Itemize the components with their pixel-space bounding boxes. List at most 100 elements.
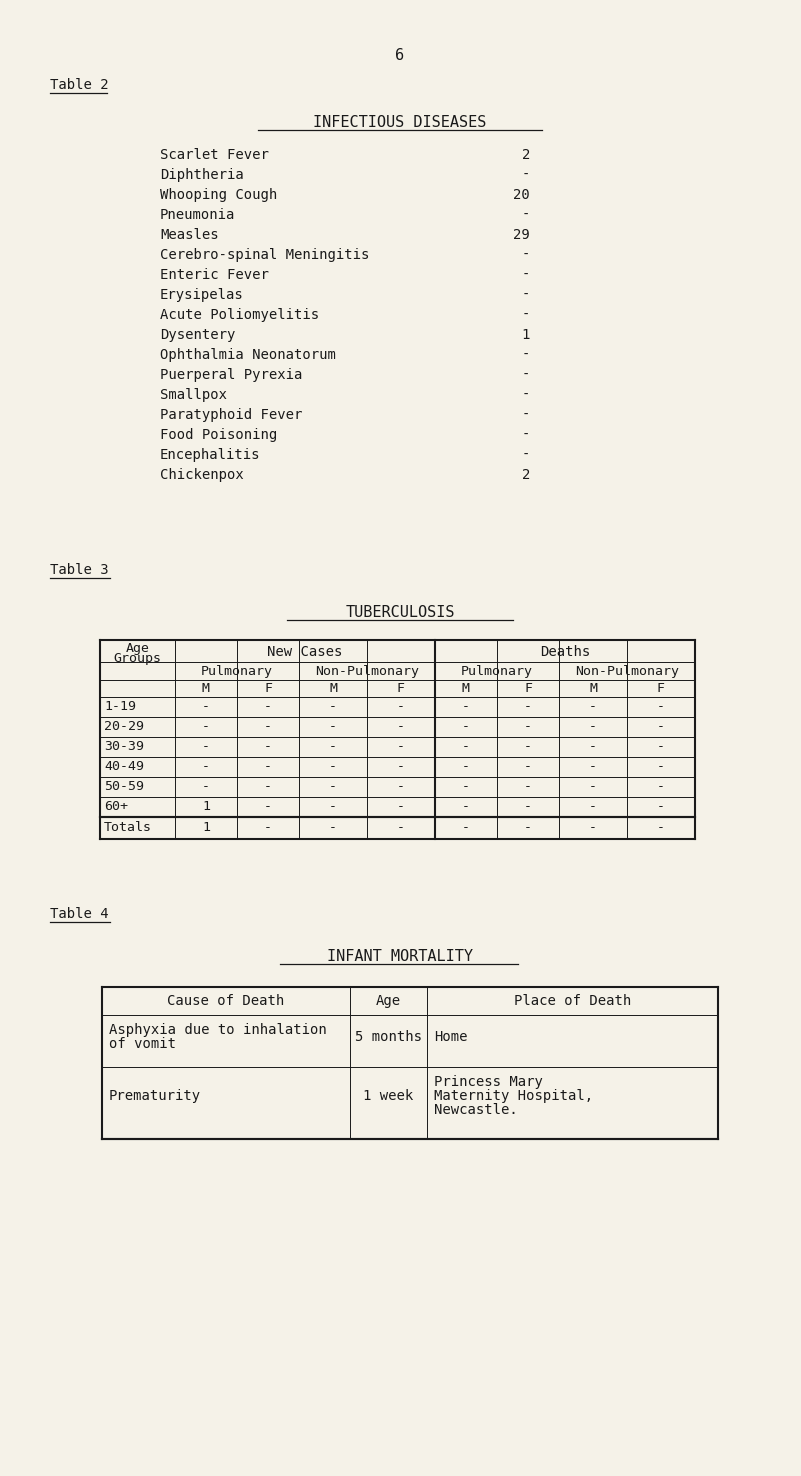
Text: -: - <box>329 739 337 753</box>
Text: -: - <box>657 821 665 834</box>
Text: -: - <box>329 821 337 834</box>
Text: -: - <box>657 739 665 753</box>
Text: M: M <box>462 682 470 695</box>
Text: Home: Home <box>434 1030 468 1044</box>
Text: 1-19: 1-19 <box>104 700 136 713</box>
Text: -: - <box>657 779 665 793</box>
Text: Cause of Death: Cause of Death <box>167 993 284 1008</box>
Text: Pneumonia: Pneumonia <box>160 208 235 221</box>
Text: -: - <box>462 720 470 734</box>
Text: 1: 1 <box>202 800 210 813</box>
Text: Erysipelas: Erysipelas <box>160 288 244 303</box>
Text: Acute Poliomyelitis: Acute Poliomyelitis <box>160 308 319 322</box>
Text: -: - <box>397 800 405 813</box>
Text: -: - <box>329 700 337 713</box>
Text: 1: 1 <box>202 821 210 834</box>
Text: 20: 20 <box>513 187 530 202</box>
Text: M: M <box>589 682 597 695</box>
Text: -: - <box>589 739 597 753</box>
Text: -: - <box>202 760 210 773</box>
Text: Age: Age <box>126 642 150 655</box>
Text: Age: Age <box>376 993 401 1008</box>
Text: Prematurity: Prematurity <box>109 1089 201 1103</box>
Text: Pulmonary: Pulmonary <box>461 666 533 677</box>
Text: -: - <box>521 428 530 441</box>
Text: Table 4: Table 4 <box>50 906 109 921</box>
Text: -: - <box>524 700 532 713</box>
Text: -: - <box>589 700 597 713</box>
Text: Enteric Fever: Enteric Fever <box>160 269 269 282</box>
Text: 1: 1 <box>521 328 530 342</box>
Text: Place of Death: Place of Death <box>514 993 631 1008</box>
Text: 5 months: 5 months <box>355 1030 422 1044</box>
Text: -: - <box>657 760 665 773</box>
Text: -: - <box>524 779 532 793</box>
Text: Totals: Totals <box>104 821 152 834</box>
Text: -: - <box>589 760 597 773</box>
Text: -: - <box>521 288 530 303</box>
Text: -: - <box>524 739 532 753</box>
Text: 30-39: 30-39 <box>104 739 144 753</box>
Text: -: - <box>462 779 470 793</box>
Text: Maternity Hospital,: Maternity Hospital, <box>434 1089 593 1103</box>
Text: F: F <box>264 682 272 695</box>
Text: -: - <box>657 800 665 813</box>
Text: -: - <box>462 800 470 813</box>
Text: Whooping Cough: Whooping Cough <box>160 187 277 202</box>
Text: -: - <box>524 800 532 813</box>
Text: -: - <box>264 760 272 773</box>
Text: -: - <box>521 308 530 322</box>
Text: 60+: 60+ <box>104 800 128 813</box>
Text: -: - <box>329 800 337 813</box>
Text: -: - <box>397 700 405 713</box>
Text: Non-Pulmonary: Non-Pulmonary <box>315 666 419 677</box>
Text: -: - <box>264 720 272 734</box>
Text: -: - <box>524 760 532 773</box>
Text: -: - <box>329 760 337 773</box>
Text: -: - <box>589 821 597 834</box>
Text: -: - <box>589 779 597 793</box>
Text: Encephalitis: Encephalitis <box>160 449 260 462</box>
Text: -: - <box>657 700 665 713</box>
Text: Scarlet Fever: Scarlet Fever <box>160 148 269 162</box>
Text: 40-49: 40-49 <box>104 760 144 773</box>
Text: Deaths: Deaths <box>540 645 590 658</box>
Text: Puerperal Pyrexia: Puerperal Pyrexia <box>160 368 302 382</box>
Text: New Cases: New Cases <box>268 645 343 658</box>
Text: -: - <box>524 821 532 834</box>
Text: -: - <box>264 821 272 834</box>
Text: 2: 2 <box>521 468 530 483</box>
Text: -: - <box>462 821 470 834</box>
Text: -: - <box>202 739 210 753</box>
Text: INFANT MORTALITY: INFANT MORTALITY <box>327 949 473 964</box>
Text: -: - <box>264 700 272 713</box>
Text: Newcastle.: Newcastle. <box>434 1103 517 1117</box>
Text: F: F <box>524 682 532 695</box>
Text: -: - <box>264 779 272 793</box>
Text: -: - <box>521 407 530 422</box>
Text: Groups: Groups <box>114 652 162 666</box>
Text: Non-Pulmonary: Non-Pulmonary <box>575 666 679 677</box>
Text: Food Poisoning: Food Poisoning <box>160 428 277 441</box>
Text: -: - <box>202 779 210 793</box>
Text: -: - <box>524 720 532 734</box>
Text: -: - <box>397 821 405 834</box>
Text: -: - <box>397 779 405 793</box>
Text: Pulmonary: Pulmonary <box>201 666 273 677</box>
Text: -: - <box>521 368 530 382</box>
Text: -: - <box>329 779 337 793</box>
Text: -: - <box>462 760 470 773</box>
Text: M: M <box>329 682 337 695</box>
Text: -: - <box>462 700 470 713</box>
Text: -: - <box>521 168 530 182</box>
Text: 6: 6 <box>396 49 405 63</box>
Text: Table 2: Table 2 <box>50 78 109 92</box>
Text: -: - <box>589 720 597 734</box>
Text: -: - <box>521 208 530 221</box>
Text: -: - <box>397 760 405 773</box>
Text: -: - <box>397 720 405 734</box>
Text: -: - <box>521 348 530 362</box>
Text: -: - <box>264 739 272 753</box>
Text: 29: 29 <box>513 227 530 242</box>
Text: Princess Mary: Princess Mary <box>434 1075 543 1089</box>
